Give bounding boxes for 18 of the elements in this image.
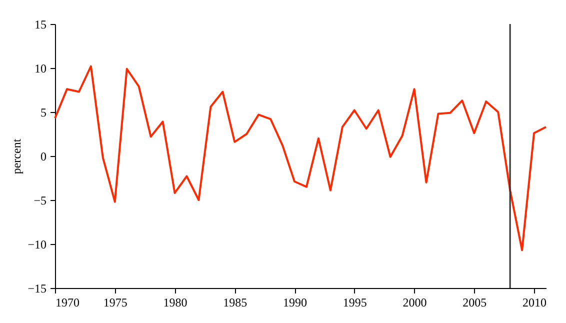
- x-tick-label: 2005: [462, 296, 487, 310]
- y-tick-label: −10: [28, 238, 46, 252]
- y-tick-label: −15: [28, 282, 46, 296]
- x-tick-label: 1995: [342, 296, 367, 310]
- line-series: [54, 65, 547, 252]
- x-tick-label: 1985: [223, 296, 248, 310]
- y-tick-label: 0: [40, 150, 46, 164]
- y-tick-label: 5: [40, 106, 46, 120]
- x-tick-label: 1975: [103, 296, 128, 310]
- x-tick-label: 1970: [56, 296, 80, 310]
- y-tick-label: 10: [34, 62, 46, 76]
- x-tick-label: 1990: [283, 296, 308, 310]
- x-tick-label: 2010: [522, 296, 547, 310]
- y-axis-title: percent: [10, 138, 24, 174]
- y-tick-label: −5: [34, 194, 46, 208]
- x-tick-label: 1980: [163, 296, 188, 310]
- y-tick-label: 15: [34, 18, 46, 32]
- x-tick-label: 2000: [402, 296, 427, 310]
